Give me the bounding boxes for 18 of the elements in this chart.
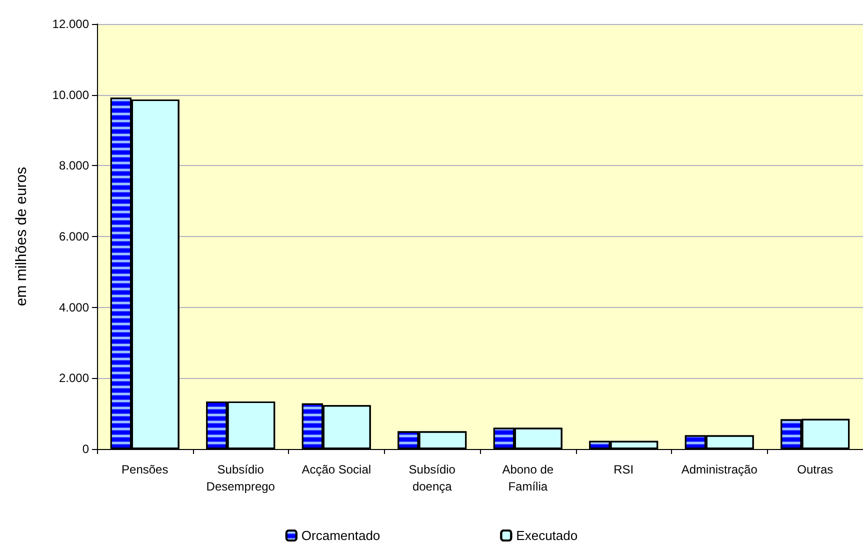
x-tick-label: RSI (614, 462, 634, 476)
y-tick-label: 0 (82, 442, 90, 456)
legend-label: Orcamentado (301, 528, 380, 543)
x-tick-label: Abono de Família (502, 462, 554, 494)
y-axis-title: em milhões de euros (13, 166, 30, 306)
x-tick-label: Pensões (122, 462, 168, 476)
y-tick-label: 8.000 (58, 158, 90, 173)
y-tick-label: 6.000 (58, 230, 90, 244)
x-tick-label: Subsídio Desemprego (206, 462, 276, 494)
x-tick-label: Outras (797, 462, 834, 476)
x-tick-label: Acção Social (302, 462, 372, 476)
y-tick-label: 12.000 (52, 17, 90, 31)
x-tick-label: Subsídio doença (408, 462, 456, 494)
x-tick-label: Administração (681, 462, 758, 476)
y-tick-label: 2.000 (58, 371, 90, 386)
y-tick-label: 4.000 (58, 300, 90, 314)
legend-label: Executado (516, 528, 578, 543)
y-tick-label: 10.000 (52, 88, 90, 102)
